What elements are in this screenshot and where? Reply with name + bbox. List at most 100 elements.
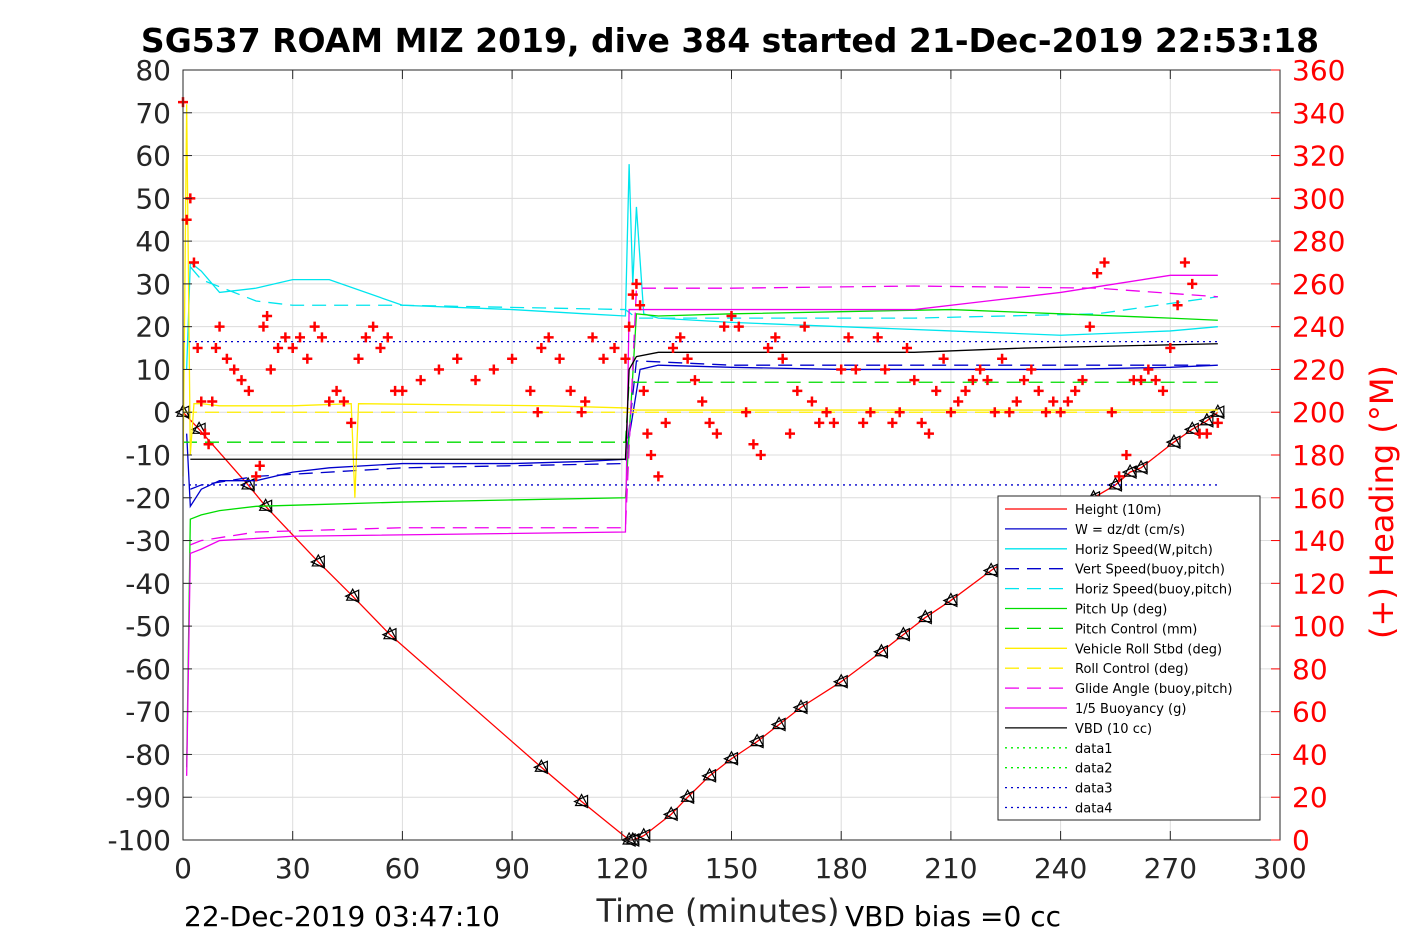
legend-entry: Glide Angle (buoy,pitch) — [1075, 682, 1233, 697]
height-point-side — [1132, 460, 1148, 475]
height-point-side — [662, 807, 678, 822]
legend-entry: data3 — [1075, 782, 1113, 797]
height-point-side — [1209, 405, 1225, 420]
height-point-side — [942, 593, 958, 608]
heading-point — [828, 417, 839, 428]
heading-point — [1070, 385, 1081, 396]
heading-point — [210, 343, 221, 354]
heading-point — [1026, 364, 1037, 375]
heading-point — [1062, 396, 1073, 407]
heading-point — [1187, 278, 1198, 289]
heading-point — [1150, 375, 1161, 386]
heading-point — [280, 332, 291, 343]
x-tick-label: 180 — [814, 852, 867, 885]
legend-entry: 1/5 Buoyancy (g) — [1075, 702, 1186, 717]
series-w-dz-dt-cm-s-line — [186, 364, 1218, 509]
heading-point — [415, 375, 426, 386]
heading-point — [302, 353, 313, 364]
heading-point — [525, 385, 536, 396]
y2-tick-label: 180 — [1292, 439, 1345, 472]
heading-point — [836, 364, 847, 375]
heading-point — [452, 353, 463, 364]
heading-point — [748, 439, 759, 450]
height-point-side — [748, 734, 764, 749]
y-tick-label: 10 — [135, 353, 171, 386]
heading-point — [975, 364, 986, 375]
legend-entry: data4 — [1075, 802, 1113, 817]
heading-point — [188, 257, 199, 268]
y-tick-label: 40 — [135, 225, 171, 258]
heading-point — [1136, 375, 1147, 386]
heading-point — [931, 385, 942, 396]
legend-entry: Vehicle Roll Stbd (deg) — [1075, 642, 1222, 657]
y-tick-label: 60 — [135, 140, 171, 173]
heading-point — [192, 343, 203, 354]
heading-point — [763, 343, 774, 354]
y2-tick-label: 300 — [1292, 182, 1345, 215]
footer-vbd-bias: VBD bias =0 cc — [845, 900, 1061, 933]
heading-point — [704, 417, 715, 428]
heading-point — [229, 364, 240, 375]
right-axis-label: (+) Heading (°M) — [1363, 365, 1401, 639]
heading-point — [635, 300, 646, 311]
series-horiz-speed-w-pitch-line — [186, 164, 1218, 370]
heading-point — [916, 417, 927, 428]
heading-point — [265, 364, 276, 375]
heading-point — [997, 353, 1008, 364]
height-point-side — [344, 589, 360, 604]
y-tick-label: -80 — [125, 738, 171, 771]
height-point-side — [1107, 478, 1123, 492]
height-point-side — [723, 751, 739, 766]
heading-point — [1179, 257, 1190, 268]
heading-point — [1019, 375, 1030, 386]
x-tick-label: 150 — [705, 852, 758, 885]
height-point-side — [1198, 413, 1214, 428]
heading-point — [338, 396, 349, 407]
heading-point — [646, 450, 657, 460]
heading-point — [894, 407, 905, 418]
heading-point — [1011, 396, 1022, 407]
heading-point — [254, 460, 265, 471]
x-tick-label: 90 — [494, 852, 530, 885]
heading-point — [598, 353, 609, 364]
x-tick-label: 120 — [595, 852, 648, 885]
legend-entry: Pitch Up (deg) — [1075, 603, 1167, 618]
legend-entry: data2 — [1075, 762, 1113, 777]
y2-tick-label: 220 — [1292, 353, 1345, 386]
heading-point — [1212, 417, 1223, 428]
height-point-side — [770, 717, 786, 732]
heading-point — [624, 321, 635, 332]
heading-point — [1004, 407, 1015, 418]
heading-point — [1106, 407, 1117, 418]
series-horiz-speed-buoy-pitch-line — [189, 266, 1218, 319]
heading-point — [1040, 407, 1051, 418]
y2-tick-label: 200 — [1292, 396, 1345, 429]
height-point-side — [1183, 422, 1199, 437]
height-point-side — [239, 478, 255, 492]
heading-point — [792, 385, 803, 396]
heading-point — [660, 417, 671, 428]
y-tick-label: 70 — [135, 97, 171, 130]
heading-point — [196, 396, 207, 407]
heading-point — [536, 343, 547, 354]
legend-entry: data1 — [1075, 742, 1113, 757]
y2-tick-label: 360 — [1292, 54, 1345, 87]
heading-point — [433, 364, 444, 375]
heading-point — [565, 385, 576, 396]
heading-point — [909, 375, 920, 386]
heading-point — [360, 332, 371, 343]
height-point-side — [832, 674, 848, 689]
heading-point — [989, 407, 1000, 418]
y2-tick-label: 120 — [1292, 567, 1345, 600]
heading-point — [675, 332, 686, 343]
heading-point — [221, 353, 232, 364]
legend-box — [997, 495, 1261, 821]
heading-point — [967, 375, 978, 386]
height-point-side — [701, 768, 717, 783]
legend-entry: Pitch Control (mm) — [1075, 622, 1197, 637]
heading-point — [295, 332, 306, 343]
heading-point — [872, 332, 883, 343]
heading-point — [642, 428, 653, 439]
height-point-side — [532, 760, 548, 775]
heading-point — [554, 353, 565, 364]
